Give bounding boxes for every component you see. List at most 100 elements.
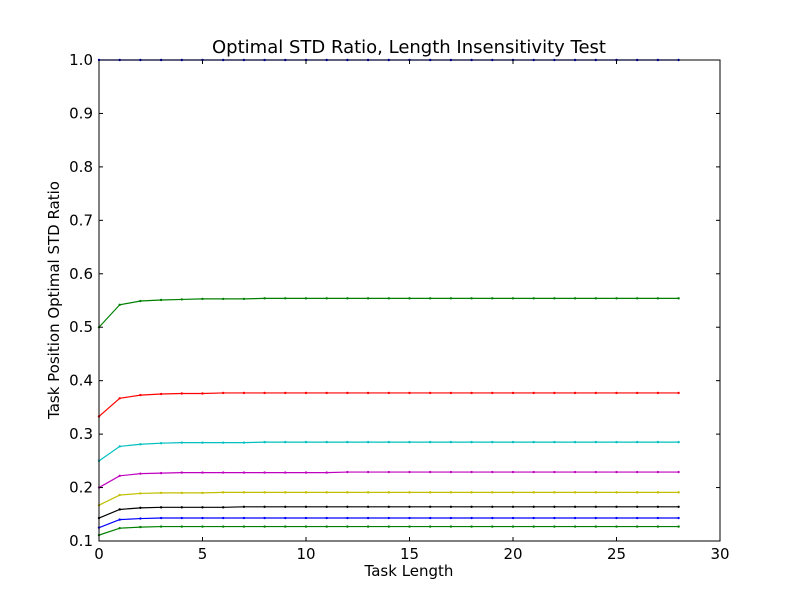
data-point [242, 505, 246, 508]
data-point [594, 505, 597, 508]
data-point [346, 440, 349, 444]
data-point [594, 516, 597, 520]
data-point [304, 516, 308, 520]
data-point [511, 440, 515, 444]
data-point [201, 491, 204, 495]
data-point [573, 440, 577, 444]
data-point [636, 297, 639, 300]
data-point [139, 443, 142, 446]
series-4 [97, 440, 680, 463]
series-3 [97, 391, 680, 418]
data-point [429, 505, 432, 508]
data-point [573, 505, 577, 508]
x-tick-label: 0 [94, 545, 104, 563]
series-5 [97, 470, 680, 489]
data-point [449, 297, 453, 300]
data-point [470, 505, 473, 508]
data-point [429, 491, 432, 494]
data-point [677, 491, 680, 494]
data-point [532, 491, 535, 494]
data-point [553, 525, 556, 528]
data-point [118, 445, 121, 448]
data-point [159, 392, 163, 396]
data-point [573, 491, 577, 494]
data-point [242, 441, 246, 444]
data-point [325, 491, 328, 494]
data-point [180, 471, 183, 474]
data-point [325, 391, 328, 395]
data-point [470, 297, 473, 300]
data-point [677, 525, 680, 528]
data-point [325, 516, 328, 520]
data-point [677, 391, 680, 395]
data-point [304, 440, 308, 444]
data-point [532, 505, 535, 508]
data-point [139, 517, 142, 520]
data-point [242, 297, 246, 301]
data-point [636, 491, 639, 494]
data-point [304, 525, 308, 528]
data-point [491, 505, 494, 508]
data-point [491, 391, 494, 395]
data-point [429, 516, 432, 520]
data-point [511, 297, 515, 300]
data-point [346, 470, 349, 474]
data-point [408, 516, 411, 520]
data-point [677, 516, 680, 520]
data-point [118, 474, 121, 477]
x-tick-label: 25 [607, 545, 626, 563]
data-point [491, 297, 494, 300]
x-tick-label: 30 [710, 545, 729, 563]
data-point [346, 516, 349, 520]
data-point [532, 516, 535, 520]
y-tick-label: 0.3 [69, 425, 93, 443]
y-tick-label: 0.1 [69, 532, 93, 550]
data-point [284, 505, 287, 508]
data-point [636, 525, 639, 528]
data-point [222, 297, 225, 301]
data-point [491, 440, 494, 444]
y-tick-label: 1.0 [69, 51, 93, 69]
series-layer [97, 58, 680, 537]
data-point [263, 525, 266, 528]
data-point [284, 391, 287, 395]
data-point [594, 491, 597, 494]
data-point [553, 470, 556, 474]
y-tick-label: 0.2 [69, 479, 93, 497]
data-point [470, 440, 473, 444]
data-point [553, 505, 556, 508]
data-point [118, 508, 121, 511]
data-point [408, 470, 411, 474]
data-point [470, 516, 473, 520]
data-point [139, 393, 142, 397]
data-point [222, 471, 225, 474]
data-point [491, 491, 494, 494]
data-point [387, 440, 390, 444]
data-point [656, 491, 660, 494]
data-point [304, 391, 308, 395]
data-point [159, 525, 163, 528]
data-point [118, 526, 121, 530]
data-point [429, 470, 432, 474]
data-point [242, 525, 246, 528]
data-point [449, 505, 453, 508]
data-point [263, 297, 266, 300]
chart-title: Optimal STD Ratio, Length Insensitivity … [212, 37, 606, 58]
data-point [159, 298, 163, 302]
plot-area [99, 60, 720, 541]
data-point [304, 505, 308, 508]
data-point [325, 297, 328, 300]
data-point [470, 470, 473, 474]
data-point [263, 491, 266, 494]
y-tick-label: 0.6 [69, 265, 93, 283]
y-tick-label: 0.4 [69, 372, 93, 390]
data-point [656, 391, 660, 395]
data-point [284, 525, 287, 528]
data-point [594, 440, 597, 444]
data-point [532, 470, 535, 474]
data-point [677, 470, 680, 474]
data-point [139, 506, 142, 510]
y-tick-label: 0.9 [69, 104, 93, 122]
data-point [387, 470, 390, 474]
